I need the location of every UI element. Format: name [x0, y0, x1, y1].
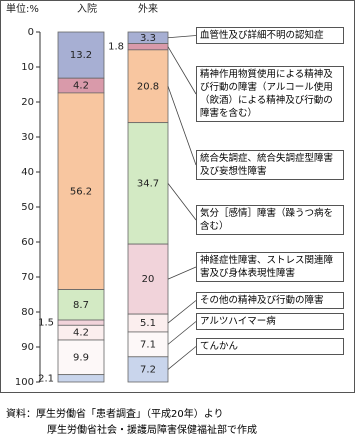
- legend-label: 神経症性障害、ストレス関連障害及び身体表現性障害: [196, 252, 344, 282]
- value-label: 13.2: [70, 50, 92, 61]
- value-label: 1.8: [108, 42, 124, 53]
- y-tick-label: 30: [21, 132, 34, 143]
- value-label: 3.3: [140, 33, 156, 44]
- unit-label: 単位:%: [6, 2, 39, 15]
- y-tick-label: 50: [21, 202, 34, 213]
- y-tick-label: 0: [28, 27, 34, 38]
- legend-label: 統合失調症、統合失調症型障害及び妄想性障害: [196, 150, 344, 180]
- y-tick-label: 60: [21, 237, 34, 248]
- y-tick-label: 80: [21, 307, 34, 318]
- value-label: 20: [142, 274, 155, 285]
- legend-label: その他の精神及び行動の障害: [196, 292, 344, 309]
- bar-segment: [57, 319, 105, 326]
- legend-label: アルツハイマー病: [196, 313, 344, 330]
- legend-label: 気分［感情］障害（躁うつ病を含む）: [196, 205, 344, 235]
- value-label: 2.1: [38, 373, 54, 384]
- category-label: 入院: [77, 2, 97, 15]
- leader-line: [167, 183, 197, 221]
- bar-segment: [57, 374, 105, 383]
- bar-segment: [57, 339, 105, 376]
- value-label: 7.1: [140, 339, 156, 350]
- value-label: 7.2: [140, 364, 156, 375]
- value-label: 4.2: [73, 328, 89, 339]
- bar-segment: [127, 356, 169, 383]
- y-tick-label: 10: [21, 62, 34, 73]
- source-note: 資料：厚生労働省「患者調査」（平成20年）より: [6, 409, 224, 420]
- legend-label: てんかん: [196, 338, 344, 355]
- category-label: 外来: [138, 3, 158, 15]
- leader-line: [167, 86, 197, 166]
- source-note: 厚生労働省社会・援護局障害保健福祉部で作成: [47, 425, 257, 436]
- y-tick-label: 90: [21, 342, 34, 353]
- bar-segment: [127, 43, 169, 51]
- frame: [0, 0, 355, 393]
- y-tick-label: 100: [15, 377, 34, 388]
- bar-segment: [57, 289, 105, 321]
- leader-line: [167, 266, 197, 280]
- value-label: 1.5: [38, 318, 54, 329]
- y-tick-label: 20: [21, 97, 34, 108]
- value-label: 20.8: [137, 81, 159, 92]
- value-label: 9.9: [73, 352, 89, 363]
- y-tick-label: 70: [21, 272, 34, 283]
- leader-line: [167, 46, 197, 95]
- bar-segment: [57, 92, 105, 290]
- value-label: 34.7: [137, 178, 159, 189]
- leader-line: [167, 300, 197, 324]
- leader-line: [167, 346, 197, 370]
- value-label: 5.1: [140, 318, 156, 329]
- leader-line: [167, 35, 197, 39]
- value-label: 4.2: [73, 81, 89, 92]
- value-label: 56.2: [70, 186, 92, 197]
- y-tick-label: 40: [21, 167, 34, 178]
- legend-label: 血管性及び詳細不明の認知症: [196, 27, 344, 44]
- legend-label: 精神作用物質使用による精神及び行動の障害（アルコール使用（飲酒）による精神及び行…: [196, 66, 344, 122]
- leader-line: [167, 321, 197, 345]
- bar-segment: [127, 49, 169, 124]
- value-label: 8.7: [73, 300, 89, 311]
